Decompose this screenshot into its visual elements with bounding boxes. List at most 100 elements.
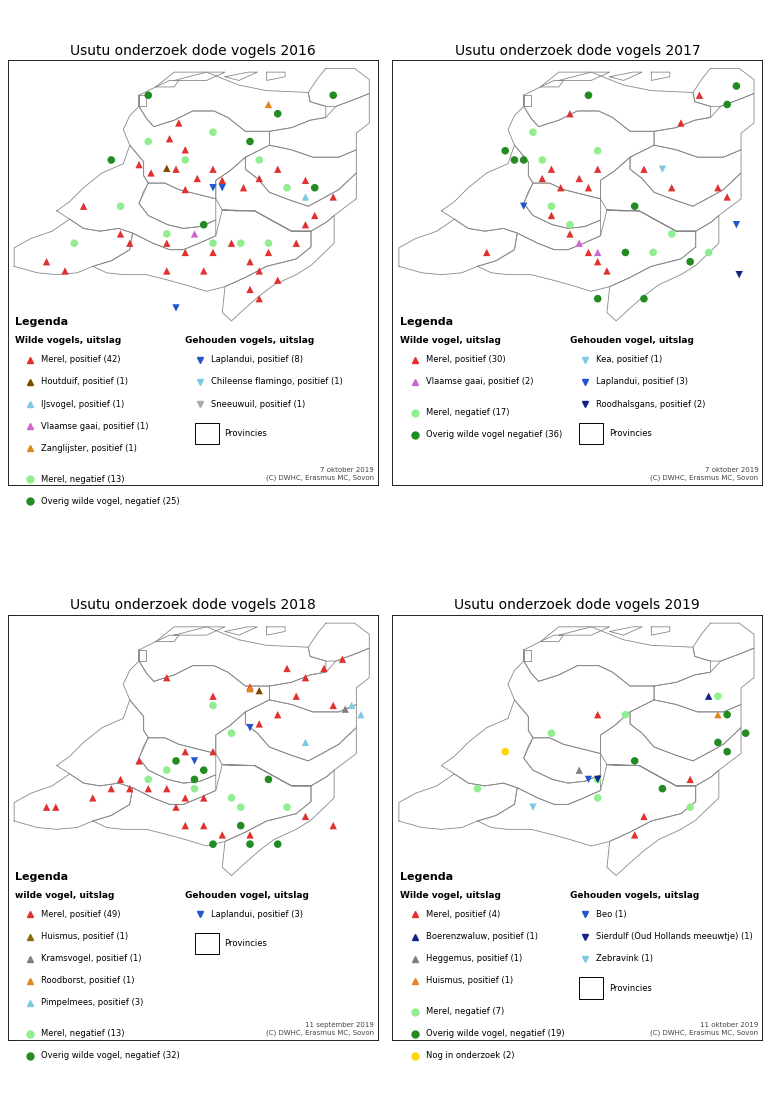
Point bbox=[170, 161, 182, 178]
Polygon shape bbox=[601, 712, 741, 785]
Point bbox=[272, 272, 284, 289]
Polygon shape bbox=[174, 73, 225, 80]
Point bbox=[300, 669, 312, 686]
Polygon shape bbox=[174, 627, 225, 635]
Point bbox=[161, 160, 173, 177]
Point bbox=[207, 161, 219, 178]
Text: Kea, positief (1): Kea, positief (1) bbox=[596, 355, 662, 364]
Point bbox=[244, 826, 256, 844]
Point bbox=[591, 706, 604, 724]
Point bbox=[272, 835, 284, 852]
Polygon shape bbox=[524, 738, 601, 783]
Point bbox=[564, 216, 576, 233]
Point bbox=[253, 151, 266, 168]
Polygon shape bbox=[14, 219, 132, 275]
Point bbox=[554, 179, 567, 197]
Point bbox=[207, 688, 219, 705]
Polygon shape bbox=[524, 96, 531, 107]
Point bbox=[161, 761, 173, 779]
Point bbox=[656, 161, 668, 178]
Point bbox=[77, 197, 89, 215]
Text: 7 oktober 2019
(C) DWHC, Erasmus MC, Sovon: 7 oktober 2019 (C) DWHC, Erasmus MC, Sov… bbox=[266, 468, 374, 481]
Point bbox=[281, 799, 293, 816]
Point bbox=[536, 169, 548, 187]
Text: Chileense flamingo, positief (1): Chileense flamingo, positief (1) bbox=[211, 377, 343, 386]
Text: Roodhalsgans, positief (2): Roodhalsgans, positief (2) bbox=[596, 399, 705, 408]
Polygon shape bbox=[57, 145, 216, 250]
Point bbox=[272, 104, 284, 122]
Text: Roodborst, positief (1): Roodborst, positief (1) bbox=[41, 977, 135, 986]
Point bbox=[207, 123, 219, 141]
Point bbox=[702, 244, 715, 262]
Point bbox=[198, 216, 210, 233]
Point bbox=[161, 669, 173, 686]
Text: wilde vogel, uitslag: wilde vogel, uitslag bbox=[15, 891, 115, 900]
Text: Overig wilde vogel, negatief (19): Overig wilde vogel, negatief (19) bbox=[426, 1030, 564, 1038]
Polygon shape bbox=[225, 73, 257, 80]
Text: Merel, negatief (7): Merel, negatief (7) bbox=[426, 1008, 504, 1016]
Point bbox=[619, 706, 631, 724]
Text: Huismus, positief (1): Huismus, positief (1) bbox=[426, 977, 513, 986]
Point bbox=[124, 780, 136, 798]
Text: Boerenzwaluw, positief (1): Boerenzwaluw, positief (1) bbox=[426, 932, 537, 942]
Point bbox=[207, 234, 219, 252]
Point bbox=[198, 262, 210, 279]
Point bbox=[300, 734, 312, 751]
Point bbox=[721, 96, 733, 113]
Polygon shape bbox=[139, 183, 216, 229]
Polygon shape bbox=[246, 145, 357, 206]
Title: Usutu onderzoek dode vogels 2018: Usutu onderzoek dode vogels 2018 bbox=[70, 598, 316, 613]
Point bbox=[198, 761, 210, 779]
Text: Overig wilde vogel negatief (36): Overig wilde vogel negatief (36) bbox=[426, 430, 562, 439]
Point bbox=[179, 180, 192, 198]
Point bbox=[665, 179, 678, 197]
Point bbox=[517, 151, 530, 168]
Polygon shape bbox=[610, 627, 642, 635]
Polygon shape bbox=[693, 68, 754, 107]
Point bbox=[226, 725, 238, 742]
Point bbox=[336, 650, 349, 668]
Point bbox=[235, 234, 247, 252]
Polygon shape bbox=[139, 96, 146, 107]
Point bbox=[647, 244, 659, 262]
Point bbox=[115, 771, 127, 789]
Point bbox=[161, 780, 173, 798]
Point bbox=[179, 141, 192, 158]
Polygon shape bbox=[399, 219, 517, 275]
Text: Beo (1): Beo (1) bbox=[596, 910, 627, 918]
Point bbox=[179, 151, 192, 168]
Point bbox=[300, 216, 312, 233]
Title: Usutu onderzoek dode vogels 2017: Usutu onderzoek dode vogels 2017 bbox=[454, 44, 700, 57]
Point bbox=[207, 696, 219, 714]
Point bbox=[711, 706, 724, 724]
Point bbox=[179, 789, 192, 806]
Point bbox=[309, 207, 321, 224]
Point bbox=[253, 290, 266, 308]
Point bbox=[40, 253, 52, 271]
Polygon shape bbox=[508, 96, 654, 199]
Polygon shape bbox=[92, 764, 311, 846]
Point bbox=[253, 715, 266, 733]
Polygon shape bbox=[225, 627, 257, 635]
Point bbox=[189, 780, 201, 798]
Point bbox=[272, 706, 284, 724]
Point bbox=[40, 799, 52, 816]
Point bbox=[244, 133, 256, 151]
Bar bbox=[579, 978, 603, 999]
Text: Wilde vogel, uitslag: Wilde vogel, uitslag bbox=[400, 337, 500, 345]
Point bbox=[711, 688, 724, 705]
Polygon shape bbox=[654, 94, 754, 157]
Point bbox=[290, 688, 303, 705]
Point bbox=[179, 817, 192, 835]
Point bbox=[86, 789, 99, 806]
Point bbox=[133, 752, 146, 770]
Point bbox=[142, 87, 155, 104]
Point bbox=[216, 826, 229, 844]
Point bbox=[527, 799, 539, 816]
Point bbox=[327, 696, 340, 714]
Polygon shape bbox=[524, 650, 531, 661]
Point bbox=[198, 817, 210, 835]
Point bbox=[471, 780, 484, 798]
Bar bbox=[195, 422, 219, 444]
Point bbox=[545, 725, 557, 742]
